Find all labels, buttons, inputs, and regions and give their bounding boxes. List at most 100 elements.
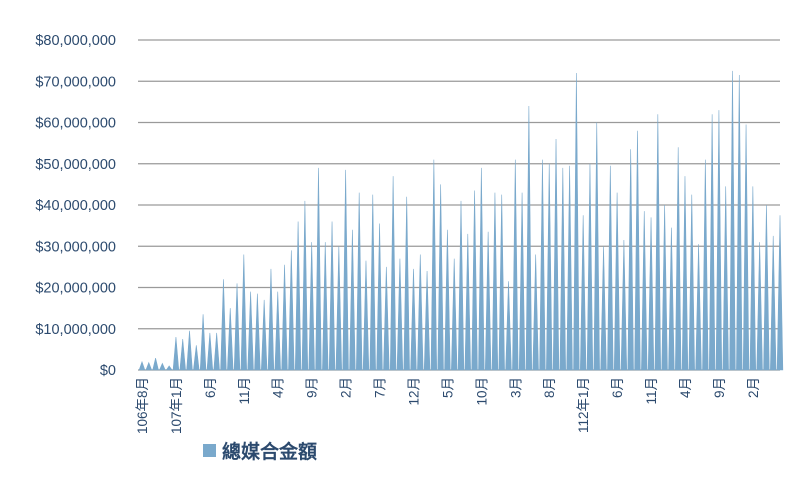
data-point <box>430 159 438 371</box>
data-point <box>193 345 200 371</box>
data-point <box>356 192 363 371</box>
data-point <box>396 258 404 371</box>
data-point <box>478 167 485 371</box>
data-point <box>288 250 295 371</box>
data-point <box>247 291 254 371</box>
data-point <box>417 254 424 371</box>
data-point <box>322 242 329 371</box>
data-point <box>756 242 763 371</box>
data-point <box>525 105 533 371</box>
x-tick-label: 3月 <box>508 377 523 398</box>
data-point <box>410 268 417 371</box>
data-point <box>512 159 519 371</box>
data-point <box>484 231 492 371</box>
data-point <box>145 361 153 371</box>
x-tick-label: 6月 <box>610 377 625 398</box>
data-point <box>444 229 451 371</box>
data-point <box>464 233 471 371</box>
data-point <box>328 221 336 371</box>
data-point <box>335 246 342 371</box>
data-point <box>301 200 309 371</box>
data-point <box>559 167 566 371</box>
data-point <box>165 365 173 371</box>
data-point <box>641 211 648 371</box>
y-tick-label: $80,000,000 <box>35 33 116 49</box>
data-point <box>437 184 444 371</box>
data-point <box>281 264 288 371</box>
data-point <box>179 339 186 371</box>
x-tick-label: 9月 <box>712 377 727 398</box>
data-point <box>498 194 505 371</box>
data-point <box>600 246 607 371</box>
data-point <box>315 167 322 371</box>
data-point <box>267 268 275 371</box>
data-point <box>647 217 655 371</box>
data-point <box>573 72 580 371</box>
data-point <box>451 258 458 371</box>
y-tick-label: $40,000,000 <box>35 198 116 214</box>
data-point <box>342 169 349 371</box>
data-point <box>389 176 397 371</box>
data-point <box>138 360 146 371</box>
data-point <box>532 254 539 371</box>
data-point <box>199 314 207 371</box>
data-point <box>349 229 356 371</box>
data-point <box>491 192 499 371</box>
x-tick-label: 7月 <box>373 377 388 398</box>
data-point <box>613 192 621 371</box>
data-point <box>539 159 546 371</box>
data-point <box>172 336 180 371</box>
data-point <box>227 308 234 371</box>
data-point <box>729 70 736 371</box>
data-point <box>383 266 390 371</box>
data-point <box>552 138 560 371</box>
series-spikes <box>138 70 784 371</box>
data-point <box>586 163 594 371</box>
data-point <box>770 235 777 371</box>
data-point <box>308 242 315 371</box>
data-point <box>627 149 634 371</box>
data-point <box>661 204 668 371</box>
y-tick-label: $70,000,000 <box>35 74 116 90</box>
x-tick-label: 4月 <box>678 377 693 398</box>
data-point <box>742 124 750 371</box>
x-axis-tick-labels: 106年8月 107年1月 6月 11月 4月 9月 2月 7月 12月 5月 10月 3月 8月 112… <box>135 377 761 434</box>
data-point <box>675 147 682 371</box>
x-tick-label: 8月 <box>542 377 557 398</box>
y-axis-tick-labels: $0 $10,000,000 $20,000,000 $30,000,000 $40,0… <box>35 33 116 379</box>
data-point <box>233 283 241 371</box>
y-tick-label: $30,000,000 <box>35 239 116 255</box>
data-point <box>159 362 166 371</box>
data-point <box>620 240 628 371</box>
x-tick-label: 107年1月 <box>169 377 184 434</box>
data-point <box>607 165 614 371</box>
data-point <box>206 332 214 371</box>
y-tick-label: $10,000,000 <box>35 322 116 338</box>
data-point <box>546 163 553 371</box>
x-tick-label: 2月 <box>339 377 354 398</box>
data-point <box>654 114 661 371</box>
data-point <box>708 114 716 371</box>
data-point <box>505 281 512 371</box>
data-point <box>749 186 757 371</box>
data-point <box>471 190 478 371</box>
y-tick-label: $0 <box>100 363 116 379</box>
data-point <box>457 200 465 371</box>
y-tick-label: $50,000,000 <box>35 157 116 173</box>
data-point <box>376 223 383 371</box>
data-point <box>254 293 261 371</box>
y-tick-label: $20,000,000 <box>35 281 116 297</box>
data-point <box>566 165 573 371</box>
data-point <box>186 330 193 371</box>
data-point <box>634 130 641 371</box>
data-point <box>668 227 675 371</box>
data-point <box>695 244 702 371</box>
data-point <box>369 194 376 371</box>
data-point <box>240 254 247 371</box>
x-tick-label: 11月 <box>237 377 252 405</box>
x-tick-label: 11月 <box>644 377 659 405</box>
data-point <box>213 332 220 371</box>
data-point <box>593 122 600 371</box>
data-point <box>294 221 302 371</box>
